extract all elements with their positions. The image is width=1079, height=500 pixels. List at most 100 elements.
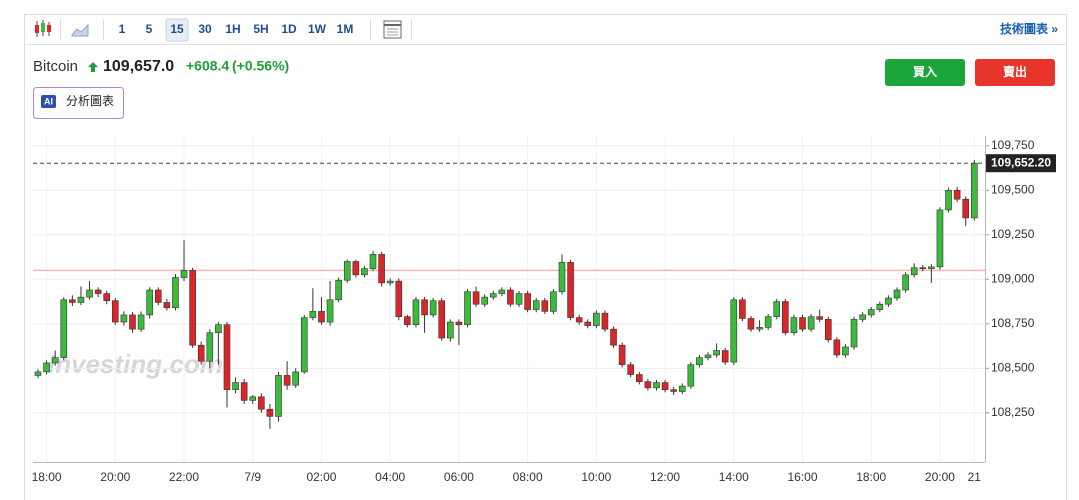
ai-button[interactable]: AI 分析圖表 [33, 87, 124, 119]
y-tick-label: 109,750 [991, 138, 1035, 152]
candle-body [249, 396, 257, 401]
buy-label: 買入 [913, 65, 937, 79]
candle-body [747, 318, 755, 330]
x-tick-label: 06:00 [444, 470, 474, 484]
price-label-bg [986, 154, 1056, 173]
candle-body [283, 375, 291, 386]
interval-button[interactable]: 1D [281, 22, 297, 36]
candle-body [275, 375, 282, 417]
watermark: Investing.com [48, 349, 223, 379]
interval-button[interactable]: 1M [337, 22, 354, 36]
interval-button[interactable]: 1 [119, 22, 126, 36]
x-tick-label: 7/9 [244, 470, 261, 484]
candle-body [507, 289, 514, 305]
candle-body [343, 261, 351, 281]
y-tick-label: 108,250 [991, 405, 1035, 419]
candle-body [928, 266, 935, 269]
candle-body [86, 289, 93, 298]
interval-button[interactable]: 1H [225, 22, 240, 36]
x-tick-label: 16:00 [787, 470, 817, 484]
candle-icon[interactable] [35, 20, 51, 37]
candle-body [575, 317, 583, 323]
price-change-pct: (+0.56%) [232, 58, 289, 74]
candle-body [386, 280, 394, 284]
interval-button[interactable]: 1W [308, 22, 327, 36]
candle-body [197, 344, 205, 362]
candle-body [464, 291, 471, 326]
candle-body [867, 309, 875, 316]
candle-body [799, 317, 806, 330]
interval-button[interactable]: 15 [170, 22, 184, 36]
y-tick-label: 109,500 [991, 182, 1035, 196]
candle-body [833, 339, 841, 356]
candle-body [618, 344, 626, 366]
table-icon[interactable] [383, 20, 402, 39]
candle-body [635, 374, 643, 382]
candle-body [850, 319, 858, 348]
candle-body [137, 314, 145, 330]
candle-body [902, 274, 909, 291]
x-tick-label: 14:00 [719, 470, 749, 484]
x-tick-label: 08:00 [513, 470, 543, 484]
candle-body [919, 267, 927, 270]
interval-button[interactable]: 5H [253, 22, 268, 36]
candle-body [223, 324, 231, 390]
widget-frame [24, 14, 1067, 500]
interval-button[interactable]: 5 [146, 22, 153, 36]
candle-body [842, 346, 849, 356]
technical-chart-link[interactable]: 技術圖表 » [1000, 21, 1058, 36]
candle-body [129, 314, 136, 330]
sell-button[interactable]: 賣出 [975, 59, 1055, 86]
area-icon[interactable] [71, 23, 89, 37]
candle-body [455, 321, 463, 326]
candle-body [326, 299, 334, 323]
candle-body [678, 385, 686, 392]
candle-body [309, 311, 317, 318]
candle-body [661, 382, 669, 390]
candle-body [77, 296, 85, 303]
x-tick-label: 18:00 [32, 470, 62, 484]
candle-body [790, 317, 798, 334]
candle-body [189, 270, 196, 346]
candle-body [721, 350, 729, 363]
y-tick-label: 109,250 [991, 227, 1035, 241]
x-tick-label: 18:00 [856, 470, 886, 484]
candle-body [876, 303, 884, 310]
candle-body [687, 364, 695, 387]
candle-body [730, 299, 738, 363]
candle-body [627, 364, 635, 375]
candle-body [558, 262, 566, 293]
last-price: 109,657.0 [103, 58, 174, 75]
candle-body [206, 332, 214, 362]
interval-button[interactable]: 30 [198, 22, 212, 36]
candle-body [764, 316, 772, 328]
y-tick-label: 108,750 [991, 316, 1035, 330]
active-interval-bg [165, 18, 189, 42]
x-tick-label: 04:00 [375, 470, 405, 484]
candle-body [601, 312, 609, 330]
candle-body [180, 270, 188, 278]
candle-body [421, 299, 428, 316]
candle-body [361, 268, 368, 276]
candle-body [593, 312, 600, 326]
plot: 108,250 108,500 108,750 109,000 109,250 109,5… [32, 136, 1056, 484]
candle-body [704, 354, 712, 358]
candle-body [60, 299, 68, 358]
candle-body [172, 277, 179, 309]
candle-body [953, 189, 961, 200]
candle-body [816, 316, 823, 320]
candle-body [258, 396, 265, 410]
up-arrow [88, 62, 98, 72]
instrument-name: Bitcoin [33, 58, 78, 75]
buy-button[interactable]: 買入 [885, 59, 965, 86]
candle-body [266, 408, 274, 417]
y-tick-label: 109,000 [991, 271, 1035, 285]
candle-body [112, 300, 119, 323]
candle-body [481, 296, 488, 305]
candle-body [215, 324, 222, 334]
candle-body [782, 301, 789, 334]
x-tick-label: 20:00 [925, 470, 955, 484]
x-tick-label: 22:00 [169, 470, 199, 484]
candle-body [447, 321, 454, 339]
